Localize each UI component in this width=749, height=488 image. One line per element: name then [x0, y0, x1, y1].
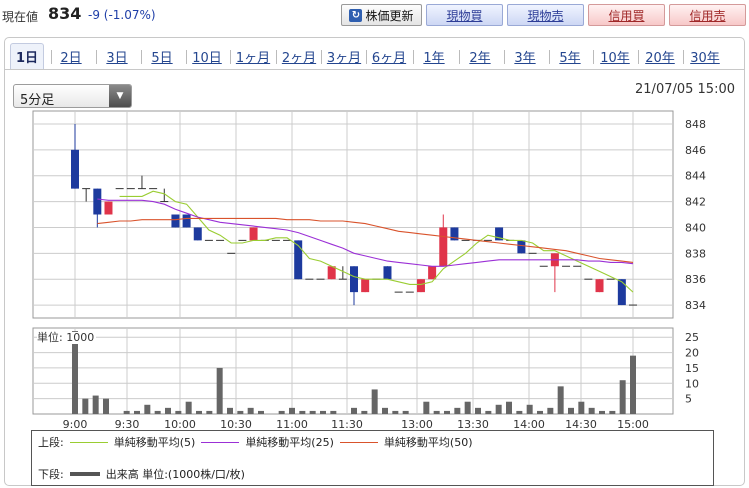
- margin-sell-button[interactable]: 信用売: [669, 4, 746, 26]
- price-change: -9 (-1.07%): [88, 8, 156, 22]
- ma25-swatch: [201, 441, 240, 443]
- tab-2-days[interactable]: 2日: [60, 50, 82, 66]
- refresh-price-label: 株価更新: [365, 8, 414, 23]
- legend-volume: 出来高 単位:(1000株/口/枚): [105, 468, 245, 481]
- refresh-icon: ↻: [349, 8, 363, 22]
- chart-timestamp: 21/07/05 15:00: [635, 82, 735, 97]
- tab-2-years[interactable]: 2年: [469, 50, 491, 66]
- current-price-label: 現在値: [2, 10, 39, 24]
- tab-divider: [638, 50, 639, 64]
- tab-20-years[interactable]: 20年: [645, 50, 675, 66]
- ma5-swatch: [69, 441, 108, 443]
- tab-baseline: [5, 69, 744, 70]
- tab-divider: [96, 50, 97, 64]
- tab-divider: [593, 50, 594, 64]
- legend-upper-row: 上段: 単純移動平均(5) 単純移動平均(25) 単純移動平均(50): [38, 435, 473, 449]
- tab-divider: [321, 50, 322, 64]
- volume-swatch: [69, 472, 100, 476]
- legend-upper-label: 上段:: [38, 436, 64, 449]
- legend-lower-row: 下段: 出来高 単位:(1000株/口/枚): [38, 467, 245, 481]
- tab-divider: [186, 50, 187, 64]
- tab-3-months[interactable]: 3ヶ月: [326, 50, 362, 66]
- tab-3-years[interactable]: 3年: [514, 50, 536, 66]
- tab-divider: [504, 50, 505, 64]
- dropdown-arrow-icon: ▼: [109, 85, 131, 107]
- tab-divider: [549, 50, 550, 64]
- volume-unit-label: 単位: 1000: [37, 331, 97, 344]
- tab-2-months[interactable]: 2ヶ月: [281, 50, 317, 66]
- tab-divider: [276, 50, 277, 64]
- tab-10-years[interactable]: 10年: [600, 50, 630, 66]
- legend-ma50: 単純移動平均(50): [383, 436, 473, 449]
- tab-3-days[interactable]: 3日: [106, 50, 128, 66]
- tab-divider: [51, 50, 52, 64]
- chart-legend: 上段: 単純移動平均(5) 単純移動平均(25) 単純移動平均(50) 下段: …: [31, 430, 714, 486]
- tab-1-day[interactable]: 1日: [10, 43, 44, 69]
- tab-divider: [230, 50, 231, 64]
- tab-1-month[interactable]: 1ヶ月: [235, 50, 271, 66]
- tab-divider: [366, 50, 367, 64]
- margin-buy-button[interactable]: 信用買: [588, 4, 665, 26]
- spot-buy-button[interactable]: 現物買: [426, 4, 503, 26]
- tab-divider: [459, 50, 460, 64]
- refresh-price-button[interactable]: ↻ 株価更新: [341, 4, 422, 26]
- tab-divider: [683, 50, 684, 64]
- tab-6-months[interactable]: 6ヶ月: [371, 50, 407, 66]
- tab-1-year[interactable]: 1年: [423, 50, 445, 66]
- legend-lower-label: 下段:: [38, 468, 64, 481]
- spot-sell-button[interactable]: 現物売: [507, 4, 584, 26]
- current-price: 834: [48, 4, 82, 23]
- tab-10-days[interactable]: 10日: [192, 50, 222, 66]
- tab-5-days[interactable]: 5日: [151, 50, 173, 66]
- interval-select[interactable]: 5分足 ▼: [13, 84, 132, 108]
- legend-ma25: 単純移動平均(25): [245, 436, 334, 449]
- ma50-swatch: [339, 441, 378, 443]
- quote-header: 現在値 834 -9 (-1.07%) ↻ 株価更新 現物買 現物売 信用買 信…: [0, 0, 749, 30]
- tab-divider: [413, 50, 414, 64]
- interval-select-value: 5分足: [20, 93, 55, 108]
- tab-30-years[interactable]: 30年: [690, 50, 720, 66]
- legend-ma5: 単純移動平均(5): [113, 436, 196, 449]
- tab-divider: [141, 50, 142, 64]
- tab-5-years[interactable]: 5年: [559, 50, 581, 66]
